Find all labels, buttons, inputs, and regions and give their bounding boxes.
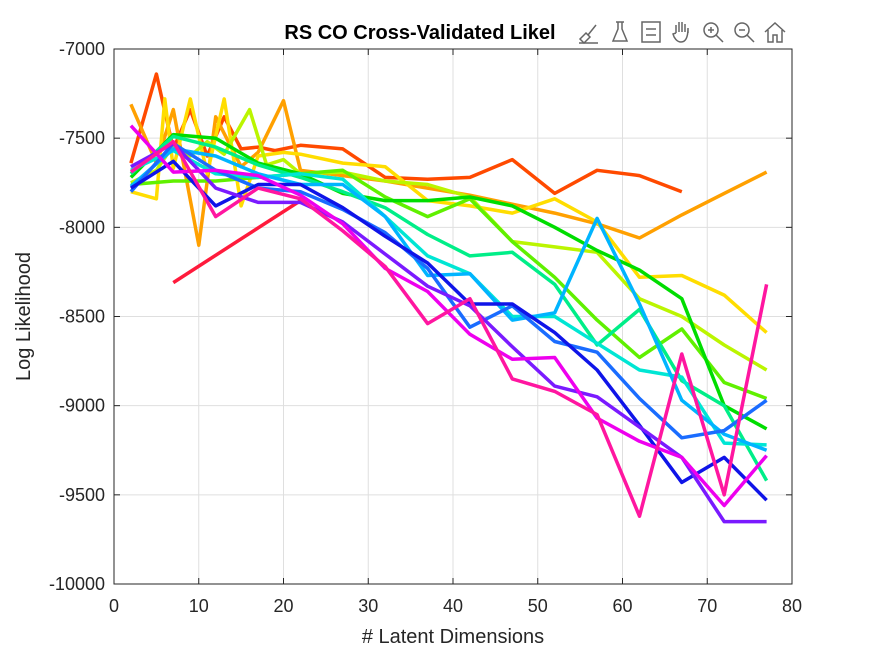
series-line-12 xyxy=(130,141,767,524)
home-button[interactable] xyxy=(760,18,789,47)
series-line-9 xyxy=(129,147,768,452)
x-tick-label: 70 xyxy=(697,596,717,616)
series-line-7 xyxy=(129,134,769,482)
series-line-6 xyxy=(129,132,768,431)
zoom-in-button[interactable] xyxy=(698,18,727,47)
y-tick-label: -7500 xyxy=(59,128,105,148)
y-tick-label: -9500 xyxy=(59,485,105,505)
x-tick-label: 80 xyxy=(782,596,802,616)
data-tips-button[interactable] xyxy=(605,18,634,47)
x-axis: 0 10 20 30 40 50 60 70 80 xyxy=(109,49,802,616)
y-tick-label: -9000 xyxy=(59,396,105,416)
home-icon xyxy=(763,21,786,43)
zoom-out-button[interactable] xyxy=(729,18,758,47)
x-tick-label: 20 xyxy=(273,596,293,616)
x-axis-label: # Latent Dimensions xyxy=(362,626,544,648)
x-tick-label: 30 xyxy=(358,596,378,616)
series-line-8 xyxy=(130,148,767,447)
series-line-14 xyxy=(129,139,769,518)
y-axis: -10000 -9500 -9000 -8500 -8000 -7500 -7000 xyxy=(49,39,792,594)
x-tick-label: 40 xyxy=(443,596,463,616)
data-tips-icon xyxy=(611,21,628,42)
y-axis-label: Log Likelihood xyxy=(13,252,35,381)
zoom-out-icon xyxy=(733,22,755,43)
y-tick-label: -8000 xyxy=(59,217,105,237)
series-line-1 xyxy=(129,72,683,196)
zoom-in-icon xyxy=(702,22,724,43)
x-tick-label: 60 xyxy=(612,596,632,616)
axes-toolbar xyxy=(574,16,789,48)
x-tick-label: 10 xyxy=(189,596,209,616)
legend-button[interactable] xyxy=(636,18,665,47)
legend-icon xyxy=(640,21,661,43)
brush-button[interactable] xyxy=(574,18,603,47)
pan-icon xyxy=(671,22,689,43)
brush-icon xyxy=(578,24,598,45)
series-line-0 xyxy=(172,199,302,285)
y-tick-label: -7000 xyxy=(59,39,105,59)
x-tick-label: 0 xyxy=(109,596,119,616)
y-tick-label: -8500 xyxy=(59,307,105,327)
pan-button[interactable] xyxy=(667,18,696,47)
series-layer xyxy=(129,72,769,524)
y-tick-label: -10000 xyxy=(49,574,105,594)
x-tick-label: 50 xyxy=(528,596,548,616)
chart-title: RS CO Cross-Validated Likel xyxy=(284,22,555,44)
